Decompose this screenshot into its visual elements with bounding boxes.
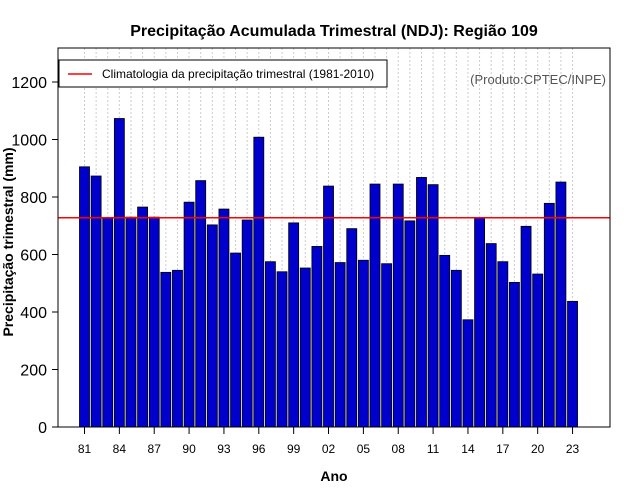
bar-04 [346, 228, 358, 428]
bar-87 [148, 216, 160, 428]
bar-17 [497, 261, 509, 428]
bar-97 [265, 261, 276, 428]
bar-07 [381, 263, 393, 428]
bar-19 [520, 225, 532, 428]
bar-23 [567, 300, 578, 428]
y-axis: 0 200 400 600 800 1000 1200 [11, 75, 58, 437]
bar-09 [404, 220, 416, 428]
bar-16 [485, 243, 497, 428]
bar-11 [427, 184, 439, 428]
bar-88 [160, 271, 172, 428]
chart-title: Precipitação Acumulada Trimestral (NDJ):… [130, 23, 538, 40]
x-tick-label: 84 [113, 442, 127, 456]
x-tick-label: 14 [461, 442, 475, 456]
y-tick-label: 400 [20, 305, 47, 322]
bar-02 [323, 185, 334, 428]
plot-frame [57, 47, 611, 428]
bar-22 [555, 181, 567, 428]
bar-86 [137, 206, 149, 428]
bar-15 [474, 217, 485, 428]
x-tick-label: 11 [427, 442, 440, 456]
bar-82 [90, 175, 102, 428]
y-tick-label: 1000 [11, 133, 47, 150]
x-tick-label: 99 [287, 442, 301, 456]
legend-label: Climatologia da precipitação trimestral … [102, 67, 374, 81]
bar-14 [462, 319, 474, 428]
bar-94 [230, 252, 241, 428]
bar-08 [392, 183, 404, 428]
bar-92 [206, 224, 218, 428]
x-tick-label: 96 [252, 442, 266, 456]
bar-95 [241, 219, 253, 428]
y-axis-label: Precipitação trimestral (mm) [0, 147, 16, 336]
bar-18 [509, 281, 520, 428]
bar-85 [125, 216, 137, 428]
bar-01 [311, 246, 323, 428]
bar-83 [102, 217, 114, 428]
bar-21 [543, 202, 555, 428]
legend: Climatologia da precipitação trimestral … [58, 59, 388, 88]
bar-99 [288, 222, 300, 428]
bars [79, 118, 578, 428]
bar-12 [439, 254, 451, 428]
bar-05 [357, 259, 369, 428]
x-tick-label: 93 [217, 442, 231, 456]
bar-93 [218, 208, 230, 428]
bar-00 [299, 267, 311, 428]
x-tick-label: 05 [357, 442, 371, 456]
bar-96 [253, 136, 265, 428]
bar-98 [276, 271, 288, 428]
x-tick-label: 20 [531, 442, 545, 456]
x-tick-label: 90 [182, 442, 196, 456]
bar-06 [369, 183, 381, 428]
x-axis-label: Ano [320, 468, 347, 484]
x-tick-label: 02 [322, 442, 336, 456]
y-tick-label: 1200 [11, 75, 47, 92]
y-tick-label: 200 [20, 363, 47, 380]
bar-84 [113, 118, 125, 428]
x-tick-label: 08 [392, 442, 406, 456]
bar-03 [334, 262, 346, 428]
y-tick-label: 0 [38, 420, 47, 437]
x-tick-label: 87 [148, 442, 162, 456]
y-tick-label: 600 [20, 248, 47, 265]
bar-13 [450, 269, 462, 428]
x-axis: 81 84 87 90 93 96 99 02 05 08 11 14 17 20 23 [78, 427, 580, 456]
x-tick-label: 81 [78, 442, 92, 456]
x-tick-label: 23 [566, 442, 580, 456]
x-tick-label: 17 [496, 442, 510, 456]
bar-81 [79, 166, 90, 428]
bar-89 [172, 269, 183, 428]
y-tick-label: 800 [20, 190, 47, 207]
legend-box [58, 59, 388, 88]
bar-20 [532, 273, 544, 428]
credit-text: (Produto:CPTEC/INPE) [470, 72, 606, 87]
bar-90 [183, 201, 195, 428]
bar-10 [416, 177, 427, 428]
